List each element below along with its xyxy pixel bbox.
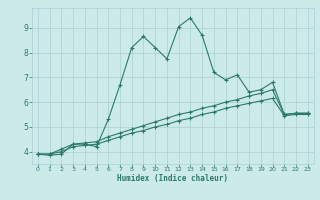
X-axis label: Humidex (Indice chaleur): Humidex (Indice chaleur) (117, 174, 228, 183)
